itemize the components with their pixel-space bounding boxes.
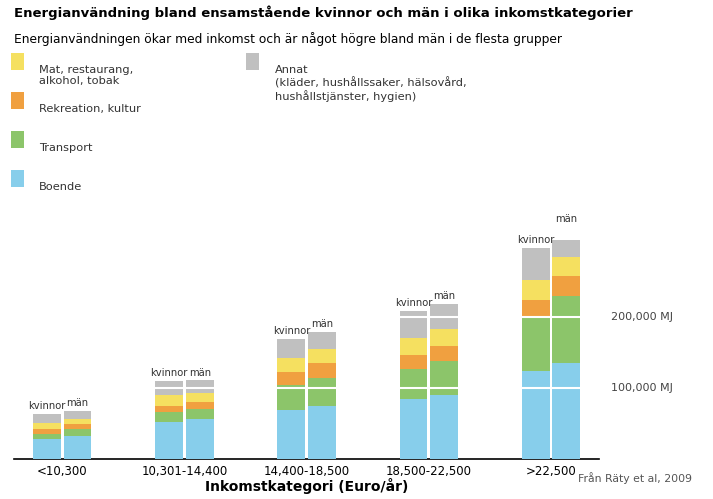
- Bar: [308, 349, 336, 363]
- Bar: [185, 420, 214, 459]
- Bar: [155, 395, 183, 406]
- Bar: [522, 300, 550, 317]
- Bar: [308, 332, 336, 349]
- Text: män: män: [433, 291, 455, 301]
- Bar: [63, 411, 91, 420]
- Bar: [185, 402, 214, 409]
- Text: Boende: Boende: [39, 182, 83, 192]
- Bar: [185, 409, 214, 420]
- Text: Rekreation, kultur: Rekreation, kultur: [39, 104, 141, 114]
- Bar: [277, 358, 305, 372]
- Text: 200,000 MJ: 200,000 MJ: [610, 312, 672, 322]
- Bar: [63, 437, 91, 459]
- Bar: [430, 304, 458, 329]
- Bar: [553, 227, 580, 256]
- Text: män: män: [555, 214, 578, 224]
- Bar: [277, 339, 305, 358]
- Bar: [308, 406, 336, 459]
- Bar: [33, 414, 61, 423]
- Bar: [430, 346, 458, 361]
- Bar: [33, 429, 61, 434]
- Bar: [522, 317, 550, 371]
- Bar: [399, 311, 428, 338]
- Bar: [277, 410, 305, 459]
- Bar: [277, 385, 305, 410]
- Bar: [185, 380, 214, 393]
- Bar: [308, 363, 336, 378]
- Text: kvinnor: kvinnor: [150, 368, 188, 378]
- Text: män: män: [66, 398, 88, 408]
- Bar: [430, 361, 458, 395]
- Bar: [553, 363, 580, 459]
- Text: kvinnor: kvinnor: [395, 298, 432, 308]
- Text: Annat
(kläder, hushållssaker, hälsovård,
hushållstjänster, hygien): Annat (kläder, hushållssaker, hälsovård,…: [275, 65, 466, 102]
- Bar: [522, 371, 550, 459]
- Text: män: män: [311, 319, 333, 329]
- Bar: [399, 399, 428, 459]
- Text: Energianvändningen ökar med inkomst och är något högre bland män i de flesta gru: Energianvändningen ökar med inkomst och …: [14, 32, 563, 46]
- Bar: [155, 422, 183, 459]
- Text: kvinnor: kvinnor: [272, 326, 310, 336]
- Bar: [63, 420, 91, 424]
- Text: kvinnor: kvinnor: [29, 401, 66, 411]
- Bar: [553, 296, 580, 363]
- Bar: [553, 256, 580, 276]
- Text: Transport: Transport: [39, 143, 93, 153]
- Text: Från Räty et al, 2009: Från Räty et al, 2009: [578, 472, 692, 484]
- Text: kvinnor: kvinnor: [517, 235, 554, 245]
- Bar: [399, 369, 428, 399]
- Bar: [63, 429, 91, 437]
- Bar: [63, 424, 91, 429]
- Text: Energianvändning bland ensamstående kvinnor och män i olika inkomstkategorier: Energianvändning bland ensamstående kvin…: [14, 5, 633, 19]
- Bar: [277, 372, 305, 385]
- Bar: [430, 395, 458, 459]
- Bar: [522, 280, 550, 300]
- Bar: [430, 329, 458, 346]
- Text: män: män: [189, 368, 211, 378]
- Bar: [522, 248, 550, 280]
- Bar: [553, 276, 580, 296]
- Bar: [155, 412, 183, 422]
- Text: 100,000 MJ: 100,000 MJ: [610, 383, 672, 393]
- Bar: [308, 378, 336, 406]
- Text: Inkomstkategori (Euro/år): Inkomstkategori (Euro/år): [205, 478, 409, 494]
- Bar: [155, 406, 183, 412]
- Bar: [33, 434, 61, 439]
- Bar: [33, 439, 61, 459]
- Bar: [155, 381, 183, 395]
- Bar: [399, 355, 428, 369]
- Bar: [399, 338, 428, 355]
- Bar: [33, 423, 61, 429]
- Text: Mat, restaurang,
alkohol, tobak: Mat, restaurang, alkohol, tobak: [39, 65, 133, 86]
- Bar: [185, 393, 214, 402]
